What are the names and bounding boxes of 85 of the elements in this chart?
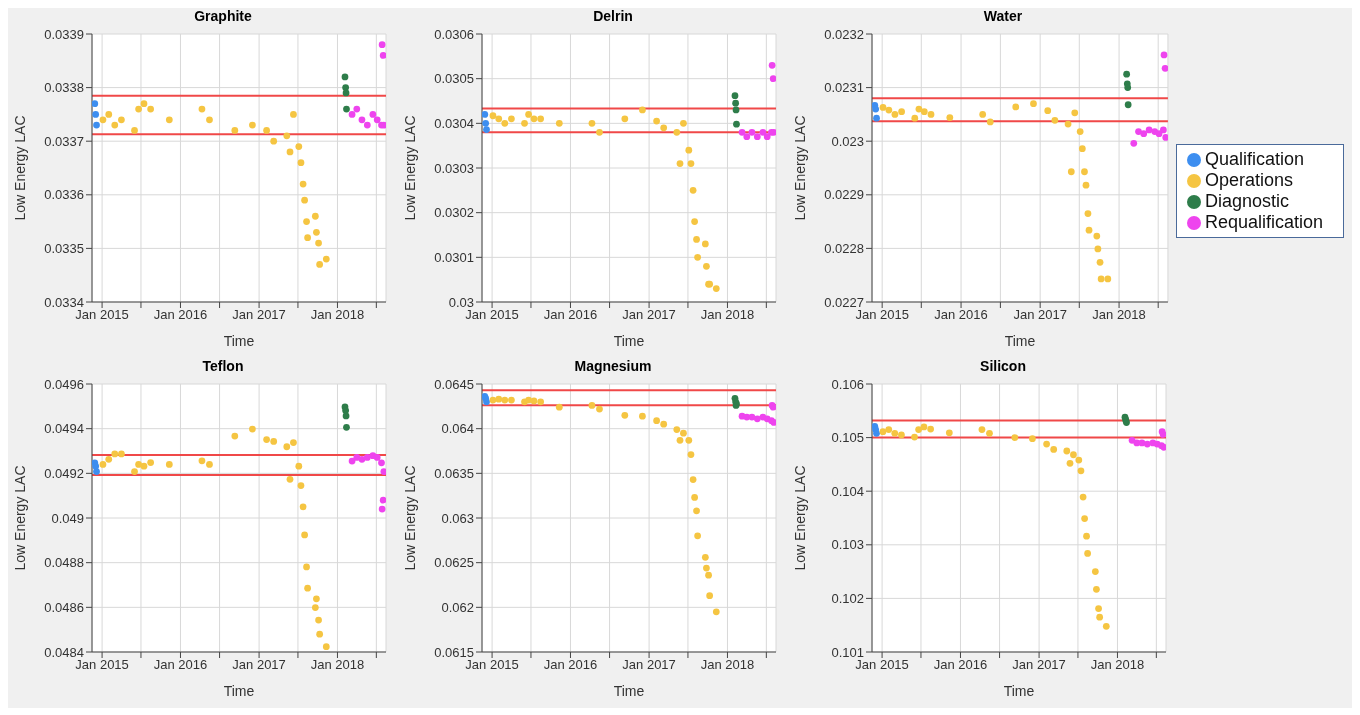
- x-tick-label: Jan 2018: [700, 657, 755, 673]
- y-tick-label: 0.0645: [434, 376, 474, 392]
- legend-label: Operations: [1204, 170, 1293, 190]
- y-tick-label: 0.0301: [434, 249, 474, 265]
- y-tick-label: 0.0615: [434, 644, 474, 660]
- legend-label: Qualification: [1204, 149, 1304, 169]
- x-axis-title: Time: [223, 333, 255, 349]
- x-tick-label: Jan 2017: [622, 307, 676, 323]
- y-tick-label: 0.0496: [44, 376, 84, 392]
- y-tick-label: 0.0228: [824, 241, 864, 257]
- y-tick-label: 0.0486: [44, 599, 84, 615]
- y-tick-label: 0.101: [831, 644, 864, 660]
- y-axis-title: Low Energy LAC: [791, 465, 808, 571]
- y-tick-label: 0.063: [441, 510, 474, 526]
- x-tick-label: Jan 2015: [75, 657, 129, 673]
- x-axis-title: Time: [613, 333, 645, 349]
- y-tick-label: 0.0635: [434, 465, 474, 481]
- y-tick-label: 0.103: [831, 537, 864, 553]
- x-tick-label: Jan 2017: [1012, 657, 1066, 673]
- x-axis-title: Time: [1004, 333, 1036, 349]
- y-tick-label: 0.106: [831, 376, 864, 392]
- x-tick-label: Jan 2017: [622, 657, 676, 673]
- y-tick-label: 0.0335: [44, 241, 84, 257]
- y-axis-title: Low Energy LAC: [11, 115, 28, 221]
- x-tick-label: Jan 2018: [310, 307, 365, 323]
- y-tick-label: 0.0231: [824, 80, 864, 96]
- x-tick-label: Jan 2015: [855, 657, 909, 673]
- x-tick-label: Jan 2016: [933, 657, 988, 673]
- y-tick-label: 0.0304: [434, 115, 474, 131]
- chart-title: Teflon: [201, 358, 245, 376]
- x-tick-label: Jan 2016: [153, 307, 208, 323]
- x-axis-title: Time: [223, 683, 255, 699]
- y-axis-title: Low Energy LAC: [11, 465, 28, 571]
- y-tick-label: 0.0337: [44, 133, 84, 149]
- y-tick-label: 0.0229: [824, 187, 864, 203]
- y-tick-label: 0.0305: [434, 71, 474, 87]
- y-axis-title: Low Energy LAC: [401, 115, 418, 221]
- y-tick-label: 0.0302: [434, 205, 474, 221]
- x-tick-label: Jan 2017: [1013, 307, 1067, 323]
- x-axis-title: Time: [1003, 683, 1035, 699]
- x-tick-label: Jan 2016: [543, 307, 598, 323]
- y-tick-label: 0.0494: [44, 421, 84, 437]
- y-axis-title: Low Energy LAC: [791, 115, 808, 221]
- y-tick-label: 0.0336: [44, 187, 84, 203]
- y-tick-label: 0.0488: [44, 555, 84, 571]
- y-tick-label: 0.0303: [434, 160, 474, 176]
- x-tick-label: Jan 2018: [1090, 657, 1145, 673]
- chart-title: Magnesium: [573, 358, 653, 376]
- x-tick-label: Jan 2018: [1092, 307, 1146, 323]
- y-axis-title: Low Energy LAC: [401, 465, 418, 571]
- y-tick-label: 0.062: [441, 599, 474, 615]
- y-tick-label: 0.0227: [824, 294, 864, 310]
- legend-label: Diagnostic: [1204, 191, 1289, 211]
- x-tick-label: Jan 2016: [934, 307, 988, 323]
- y-tick-label: 0.064: [441, 421, 474, 437]
- x-tick-label: Jan 2018: [310, 657, 365, 673]
- x-axis-title: Time: [613, 683, 645, 699]
- y-tick-label: 0.023: [831, 133, 864, 149]
- y-tick-label: 0.03: [448, 294, 474, 310]
- y-tick-label: 0.105: [831, 430, 864, 446]
- chart-title: Water: [982, 8, 1024, 26]
- x-tick-label: Jan 2018: [700, 307, 755, 323]
- y-tick-label: 0.0306: [434, 26, 474, 42]
- x-tick-label: Jan 2015: [855, 307, 909, 323]
- x-tick-label: Jan 2015: [75, 307, 129, 323]
- y-tick-label: 0.0484: [44, 644, 84, 660]
- x-tick-label: Jan 2017: [232, 657, 286, 673]
- chart-title: Silicon: [979, 358, 1027, 376]
- x-tick-label: Jan 2017: [232, 307, 286, 323]
- y-tick-label: 0.049: [51, 510, 84, 526]
- y-tick-label: 0.104: [831, 483, 864, 499]
- chart-title: Graphite: [193, 8, 253, 26]
- y-tick-label: 0.0334: [44, 294, 84, 310]
- y-tick-label: 0.0339: [44, 26, 84, 42]
- x-tick-label: Jan 2016: [543, 657, 598, 673]
- x-tick-label: Jan 2016: [153, 657, 208, 673]
- y-tick-label: 0.0625: [434, 555, 474, 571]
- chart-title: Delrin: [592, 8, 634, 26]
- y-tick-label: 0.0338: [44, 80, 84, 96]
- x-tick-label: Jan 2015: [465, 657, 519, 673]
- y-tick-label: 0.0232: [824, 26, 864, 42]
- legend-label: Requalification: [1204, 212, 1323, 232]
- x-tick-label: Jan 2015: [465, 307, 519, 323]
- y-tick-label: 0.0492: [44, 465, 84, 481]
- y-tick-label: 0.102: [831, 591, 864, 607]
